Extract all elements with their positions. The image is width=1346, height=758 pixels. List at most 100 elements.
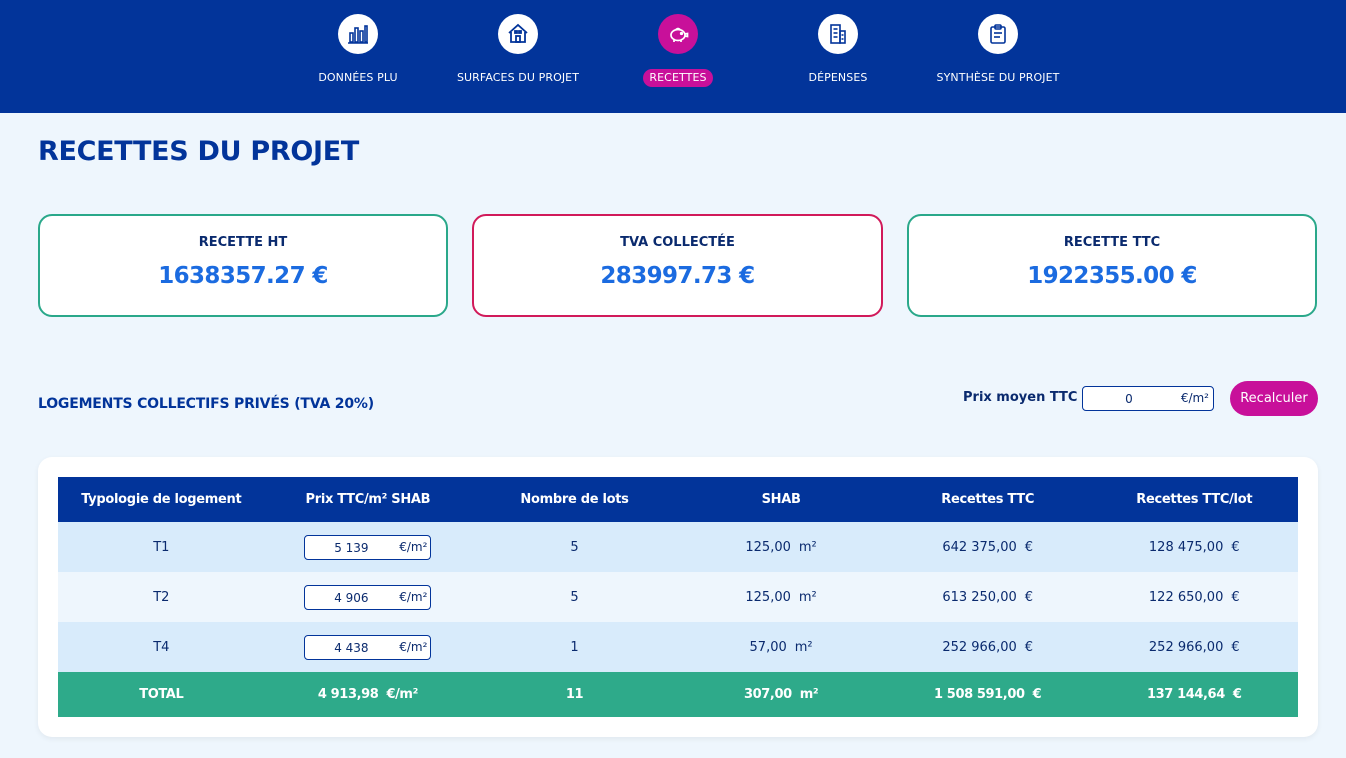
- total-shab-value: 307,00: [743, 687, 792, 702]
- nav-item-donnees-plu[interactable]: DONNÉES PLU: [278, 14, 438, 87]
- table-header-row: Typologie de logement Prix TTC/m² SHAB N…: [58, 477, 1298, 522]
- table-row: T2 4 906 €/m² 5 125,00 m² 613 250,00 € 122…: [58, 572, 1298, 622]
- recette-ttc-value: 1922355.00 €: [1027, 263, 1197, 289]
- total-recettes-value: 1 508 591,00: [934, 687, 1025, 702]
- nav-label-synthese: SYNTHÈSE DU PROJET: [936, 71, 1060, 84]
- total-recettes-lot-unit: €: [1232, 687, 1242, 702]
- recettes-cell: 252 966,00 €: [884, 622, 1091, 672]
- recette-ht-label: RECETTE HT: [198, 235, 288, 250]
- shab-unit: m²: [794, 639, 813, 655]
- prix-input[interactable]: 5 139 €/m²: [304, 534, 432, 560]
- recettes-lot-unit: €: [1231, 539, 1240, 555]
- prix-moyen-input[interactable]: 0 €/m²: [1082, 386, 1214, 411]
- recettes-lot-unit: €: [1231, 639, 1240, 655]
- total-recettes-lot-value: 137 144,64: [1147, 687, 1225, 702]
- shab-cell: 125,00 m²: [678, 522, 885, 572]
- prix-cell: 4 438 €/m²: [265, 622, 472, 672]
- recettes-lot-unit: €: [1231, 589, 1240, 605]
- total-lots: 11: [565, 687, 584, 702]
- recettes-lot-cell: 122 650,00 €: [1091, 572, 1298, 622]
- recettes-lot-value: 128 475,00: [1148, 539, 1224, 555]
- lots-cell: 1: [570, 639, 579, 655]
- shab-cell: 57,00 m²: [678, 622, 885, 672]
- nav-label-donnees-plu: DONNÉES PLU: [318, 71, 398, 84]
- page-title: RECETTES DU PROJET: [38, 136, 360, 167]
- header-prix: Prix TTC/m² SHAB: [305, 492, 431, 507]
- recettes-lot-cell: 128 475,00 €: [1091, 522, 1298, 572]
- recette-ht-card: RECETTE HT 1638357.27 €: [38, 214, 448, 317]
- recette-ttc-label: RECETTE TTC: [1063, 235, 1161, 250]
- building-icon: [818, 14, 858, 54]
- total-shab-unit: m²: [799, 687, 819, 702]
- header-shab: SHAB: [761, 492, 801, 507]
- recettes-value: 252 966,00: [942, 639, 1017, 655]
- table-row: T1 5 139 €/m² 5 125,00 m² 642 375,00 € 128…: [58, 522, 1298, 572]
- prix-input[interactable]: 4 438 €/m²: [304, 634, 432, 660]
- section-title: LOGEMENTS COLLECTIFS PRIVÉS (TVA 20%): [38, 396, 374, 412]
- recettes-unit: €: [1024, 539, 1034, 555]
- shab-value: 125,00: [745, 539, 791, 555]
- prix-input[interactable]: 4 906 €/m²: [304, 584, 432, 610]
- recettes-lot-value: 122 650,00: [1148, 589, 1224, 605]
- prix-input-value: 4 906: [334, 590, 369, 605]
- total-recettes-lot-cell: 137 144,64 €: [1091, 672, 1298, 717]
- prix-input-unit: €/m²: [399, 589, 428, 604]
- total-prix-unit: €/m²: [386, 687, 418, 702]
- nav-item-depenses[interactable]: DÉPENSES: [758, 14, 918, 87]
- prix-cell: 4 906 €/m²: [265, 572, 472, 622]
- prix-input-value: 5 139: [334, 540, 369, 555]
- shab-value: 125,00: [745, 589, 791, 605]
- table-total-row: TOTAL 4 913,98 €/m² 11 307,00 m² 1 508 591…: [58, 672, 1298, 717]
- recettes-table: Typologie de logement Prix TTC/m² SHAB N…: [58, 477, 1298, 717]
- header-recettes-lot: Recettes TTC/lot: [1136, 492, 1253, 507]
- typologie-cell: T2: [153, 589, 170, 605]
- prix-input-value: 4 438: [334, 640, 369, 655]
- shab-unit: m²: [798, 589, 817, 605]
- nav-label-depenses: DÉPENSES: [808, 71, 868, 84]
- total-label: TOTAL: [139, 687, 184, 702]
- tva-collectee-card: TVA COLLECTÉE 283997.73 €: [472, 214, 883, 317]
- recettes-cell: 613 250,00 €: [884, 572, 1091, 622]
- recettes-unit: €: [1024, 589, 1034, 605]
- header-recettes: Recettes TTC: [941, 492, 1035, 507]
- prix-input-unit: €/m²: [399, 639, 428, 654]
- nav-label-surfaces: SURFACES DU PROJET: [456, 71, 580, 84]
- recettes-value: 613 250,00: [942, 589, 1017, 605]
- recettes-value: 642 375,00: [942, 539, 1017, 555]
- recette-ht-value: 1638357.27 €: [158, 263, 328, 289]
- total-shab-cell: 307,00 m²: [678, 672, 885, 717]
- recettes-table-panel: Typologie de logement Prix TTC/m² SHAB N…: [38, 457, 1318, 737]
- prix-moyen-unit: €/m²: [1180, 391, 1209, 405]
- shab-cell: 125,00 m²: [678, 572, 885, 622]
- recettes-unit: €: [1024, 639, 1034, 655]
- table-row: T4 4 438 €/m² 1 57,00 m² 252 966,00 € 252 …: [58, 622, 1298, 672]
- prix-moyen-value: 0: [1125, 392, 1133, 406]
- typologie-cell: T1: [153, 539, 170, 555]
- nav-item-recettes[interactable]: RECETTES: [598, 14, 758, 87]
- typologie-cell: T4: [153, 639, 170, 655]
- shab-value: 57,00: [749, 639, 787, 655]
- header-typologie: Typologie de logement: [81, 492, 242, 507]
- header-lots: Nombre de lots: [520, 492, 629, 507]
- nav-item-surfaces[interactable]: SURFACES DU PROJET: [438, 14, 598, 87]
- shab-unit: m²: [798, 539, 817, 555]
- nav-item-synthese[interactable]: SYNTHÈSE DU PROJET: [918, 14, 1078, 87]
- recettes-cell: 642 375,00 €: [884, 522, 1091, 572]
- lots-cell: 5: [570, 589, 579, 605]
- tva-collectee-value: 283997.73 €: [600, 263, 755, 289]
- total-prix-cell: 4 913,98 €/m²: [265, 672, 472, 717]
- nav-label-recettes: RECETTES: [643, 69, 713, 87]
- piggy-bank-icon: [658, 14, 698, 54]
- total-recettes-cell: 1 508 591,00 €: [884, 672, 1091, 717]
- recettes-lot-cell: 252 966,00 €: [1091, 622, 1298, 672]
- total-prix-value: 4 913,98: [317, 687, 379, 702]
- lots-cell: 5: [570, 539, 579, 555]
- recettes-lot-value: 252 966,00: [1148, 639, 1224, 655]
- bar-chart-icon: [338, 14, 378, 54]
- recette-ttc-card: RECETTE TTC 1922355.00 €: [907, 214, 1317, 317]
- recalculer-button[interactable]: Recalculer: [1230, 381, 1318, 416]
- total-recettes-unit: €: [1032, 687, 1042, 702]
- house-icon: [498, 14, 538, 54]
- clipboard-icon: [978, 14, 1018, 54]
- prix-cell: 5 139 €/m²: [265, 522, 472, 572]
